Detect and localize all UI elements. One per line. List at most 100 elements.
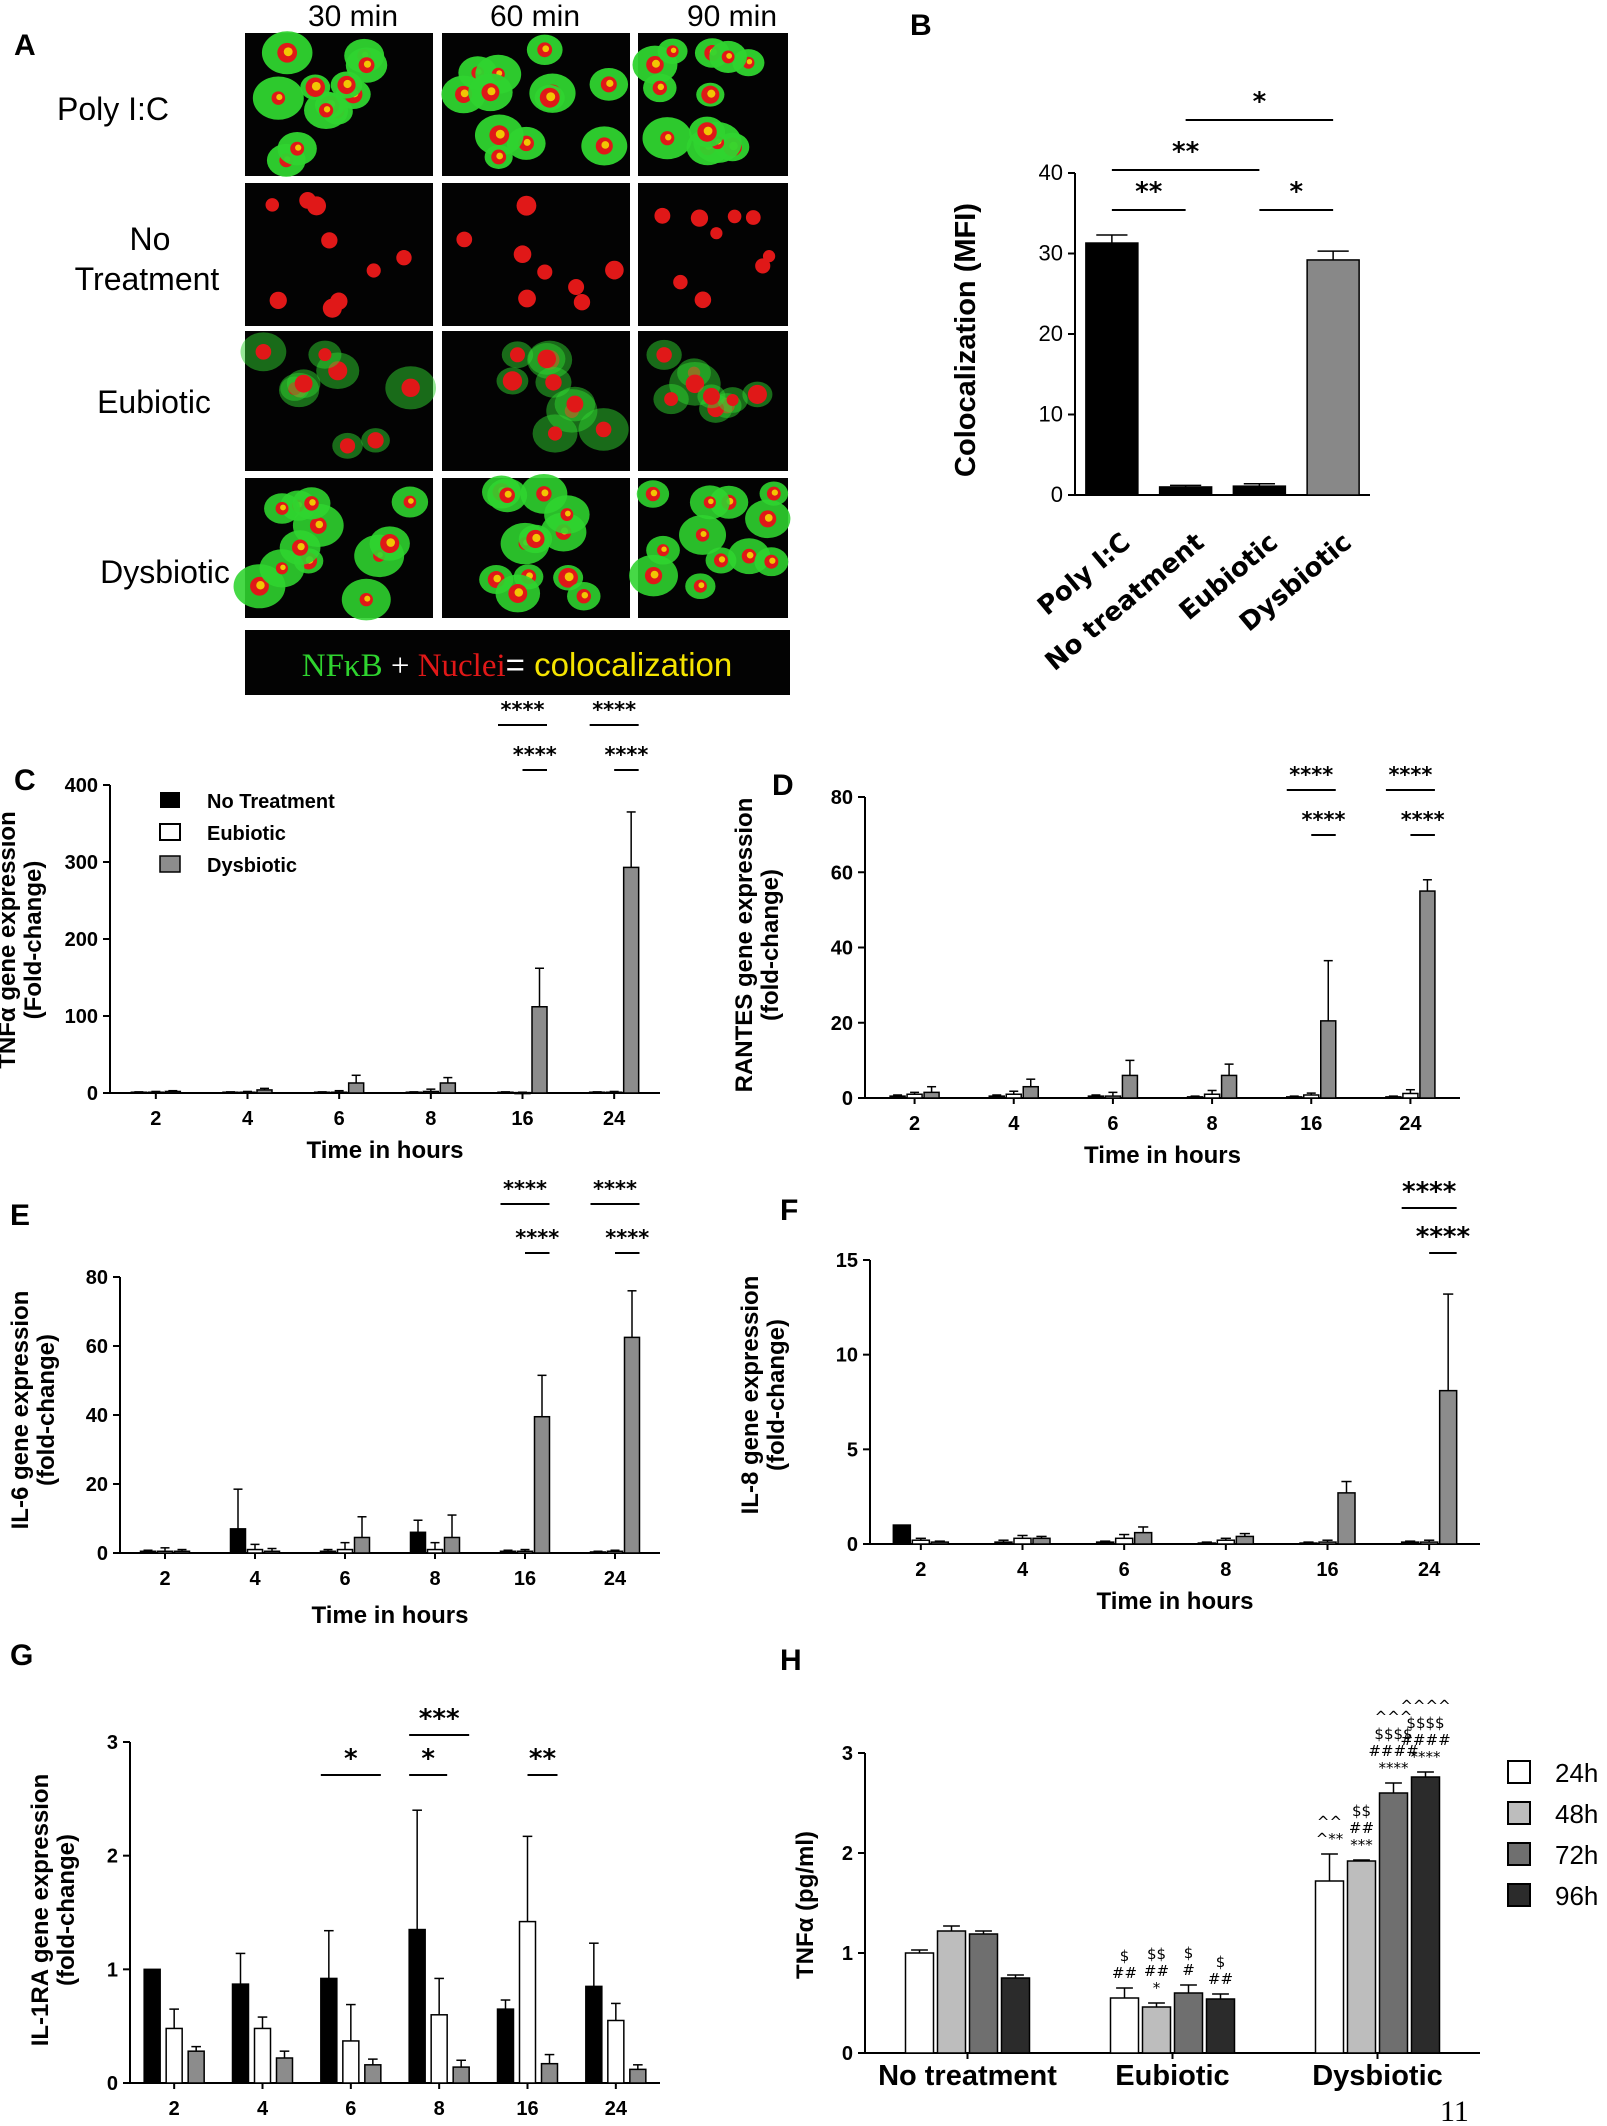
- x-tick-label: 24: [1418, 1559, 1441, 1581]
- nucleus-colocalization: [700, 530, 707, 537]
- significance-label: ****: [604, 743, 648, 767]
- nucleus-colocalization: [408, 498, 414, 504]
- y-tick-label: 80: [831, 787, 853, 809]
- significance-label: $: [1184, 1944, 1194, 1962]
- bar: [606, 1550, 624, 1554]
- bar: [1158, 486, 1213, 496]
- x-tick-label: 16: [514, 1568, 536, 1590]
- legend-swatch-96h: [1507, 1883, 1531, 1907]
- bar: [1286, 1096, 1303, 1099]
- bar: [1402, 1092, 1419, 1099]
- x-tick-label: 24: [605, 2098, 628, 2120]
- bar: [347, 1082, 365, 1094]
- cell-nucleus: [537, 264, 553, 280]
- bar: [531, 1006, 548, 1094]
- nucleus-colocalization: [495, 129, 505, 139]
- legend-swatch-48h: [1507, 1801, 1531, 1825]
- bar: [173, 1550, 191, 1554]
- significance-label: ****: [1411, 1748, 1442, 1766]
- micrograph-r0-c2: [632, 33, 788, 176]
- nucleus-colocalization: [703, 126, 713, 136]
- bar: [139, 1550, 157, 1554]
- row-label-treatment: Treatment: [75, 261, 220, 297]
- micrograph-r3-c2: [629, 478, 791, 618]
- bar: [156, 1550, 174, 1554]
- x-tick-label: 16: [516, 2098, 538, 2120]
- y-tick-label: 300: [65, 852, 98, 874]
- significance-label: ##: [1112, 1964, 1137, 1982]
- x-tick-label: 24: [603, 1108, 626, 1130]
- y-axis-label: IL-8 gene expression: [737, 1276, 764, 1515]
- significance-label: *: [344, 1744, 358, 1774]
- row-label-dysbiotic: Dysbiotic: [100, 554, 230, 590]
- bar: [443, 1536, 461, 1554]
- cell-nucleus: [502, 371, 523, 391]
- x-tick-label: 6: [1107, 1113, 1118, 1135]
- y-tick-label: 100: [65, 1006, 98, 1028]
- bar: [246, 1548, 264, 1554]
- y-tick-label: 10: [836, 1345, 858, 1367]
- micrograph-r2-c2: [638, 331, 788, 471]
- y-tick-label: 0: [1051, 482, 1063, 507]
- nucleus-colocalization: [363, 60, 372, 68]
- legend-label-no-treatment: No Treatment: [207, 791, 335, 813]
- nucleus-colocalization: [297, 542, 305, 551]
- cell-nucleus: [545, 374, 562, 391]
- significance-label: *: [1289, 177, 1303, 207]
- bar: [889, 1095, 906, 1099]
- cell-nucleus: [566, 395, 584, 413]
- x-tick-label: 4: [1008, 1113, 1020, 1135]
- y-tick-label: 60: [86, 1336, 108, 1358]
- y-tick-label: 20: [86, 1474, 108, 1496]
- bar: [231, 1983, 250, 2084]
- y-tick-label: 40: [1039, 160, 1063, 185]
- nucleus-colocalization: [769, 557, 776, 564]
- significance-label: ^^^: [1375, 1708, 1413, 1726]
- bar: [1232, 485, 1287, 496]
- bar: [1005, 1093, 1022, 1099]
- y-tick-label: 5: [847, 1439, 858, 1461]
- nucleus-colocalization: [564, 572, 574, 582]
- bar: [1410, 1776, 1441, 2054]
- cell-nucleus: [694, 291, 712, 309]
- y-tick-label: 40: [831, 938, 853, 960]
- significance-label: $$: [1147, 1945, 1166, 1963]
- cell-nucleus: [537, 349, 557, 369]
- nucleus-colocalization: [276, 94, 283, 101]
- significance-label: ##: [1208, 1970, 1233, 1988]
- bar: [1346, 1860, 1377, 2054]
- nucleus-colocalization: [718, 556, 726, 563]
- bar: [319, 1550, 337, 1554]
- significance-label: ****: [1401, 808, 1445, 832]
- x-axis-label: Time in hours: [1084, 1142, 1241, 1169]
- y-tick-label: 0: [97, 1543, 108, 1565]
- cell-nucleus: [702, 387, 720, 405]
- x-tick-label: 2: [159, 1568, 170, 1590]
- significance-label: ****: [1402, 1177, 1457, 1207]
- bar: [336, 1548, 354, 1554]
- bar: [422, 1090, 440, 1094]
- cell-nucleus: [747, 384, 767, 404]
- y-axis-label: TNFα (pg/ml): [792, 1831, 819, 1979]
- x-tick-label: 8: [434, 2098, 445, 2120]
- significance-label: ****: [1302, 808, 1346, 832]
- bar: [1220, 1074, 1238, 1099]
- nucleus-colocalization: [343, 79, 352, 89]
- y-tick-label: 30: [1039, 241, 1063, 266]
- panel-a: 30 min 60 min 90 min Poly I:C No Treatme…: [57, 0, 791, 695]
- x-tick-label: 6: [334, 1108, 345, 1130]
- cell-nucleus: [366, 263, 381, 278]
- significance-label: **: [529, 1744, 557, 1774]
- column-label-60min: 60 min: [490, 0, 580, 33]
- legend-panel-c: No Treatment Eubiotic Dysbiotic: [159, 791, 335, 877]
- y-tick-label: 0: [842, 2043, 853, 2065]
- nucleus-colocalization: [657, 83, 665, 91]
- x-tick-label: 6: [345, 2098, 356, 2120]
- nucleus-colocalization: [496, 152, 504, 160]
- legend-plus: +: [383, 648, 418, 684]
- cell-nucleus: [322, 298, 342, 318]
- bar: [1186, 1096, 1204, 1099]
- x-tick-label: 8: [429, 1568, 440, 1590]
- bar: [364, 2064, 382, 2084]
